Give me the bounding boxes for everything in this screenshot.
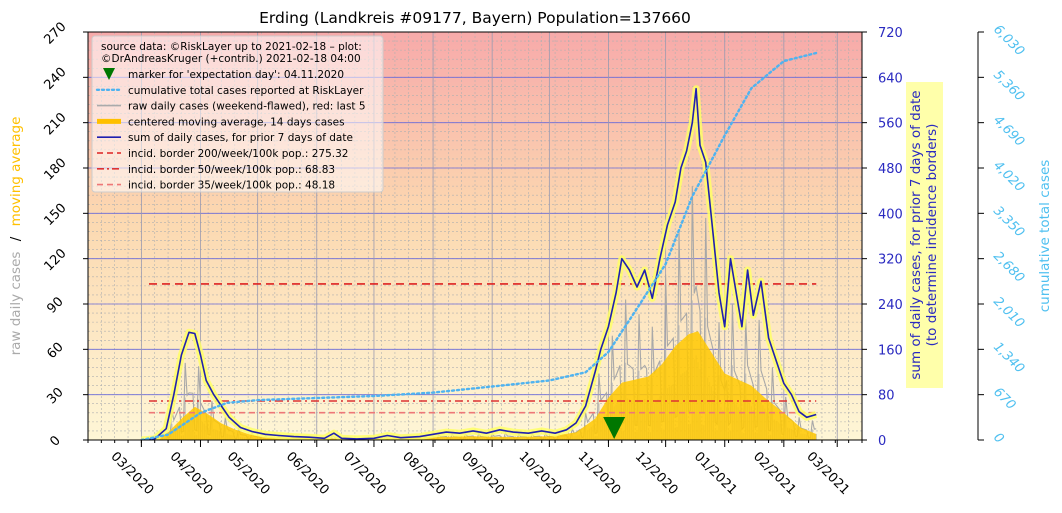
right-tick-label: 640 xyxy=(878,71,903,86)
x-tick-label: 07/2020 xyxy=(340,449,389,498)
left-tick-label: 0 xyxy=(47,433,63,449)
legend-entry-label: centered moving average, 14 days cases xyxy=(128,116,345,128)
left-tick-label: 150 xyxy=(41,201,69,229)
x-tick-label: 03/2020 xyxy=(108,449,157,498)
series-lines xyxy=(140,51,818,440)
legend-entry-label: sum of daily cases, for prior 7 days of … xyxy=(128,132,353,144)
incidence-borders xyxy=(149,283,817,414)
right-tick-label: 720 xyxy=(878,26,903,41)
x-tick-label: 12/2020 xyxy=(632,449,681,498)
far-tick-label: 5,360 xyxy=(990,68,1027,105)
far-tick-label: 6,030 xyxy=(990,22,1027,59)
legend-entry-label: marker for 'expectation day': 04.11.2020 xyxy=(128,69,344,81)
legend-source-line1: source data: ©RiskLayer up to 2021-02-18… xyxy=(101,41,362,53)
cumulative-line xyxy=(140,51,818,440)
legend-source-line2: ©DrAndreasKruger (+contrib.) 2021-02-18 … xyxy=(101,53,361,65)
legend: source data: ©RiskLayer up to 2021-02-18… xyxy=(91,35,384,193)
expectation-triangle xyxy=(603,417,626,439)
left-tick-label: 270 xyxy=(41,19,69,47)
far-tick-label: 2,680 xyxy=(990,249,1027,286)
legend-entry-label: incid. border 35/week/100k pop.: 48.18 xyxy=(128,180,335,192)
right-tick-label: 400 xyxy=(878,207,903,222)
chart-title: Erding (Landkreis #09177, Bayern) Popula… xyxy=(259,9,691,27)
legend-box xyxy=(91,35,384,193)
x-tick-label: 01/2021 xyxy=(691,449,740,498)
left-tick-label: 240 xyxy=(41,65,69,93)
x-tick-label: 04/2020 xyxy=(167,449,216,498)
far-tick-label: 4,690 xyxy=(990,113,1027,150)
right-tick-label: 160 xyxy=(878,343,903,358)
legend-entry-label: incid. border 200/week/100k pop.: 275.32 xyxy=(128,148,348,160)
moving-average-area xyxy=(141,331,817,440)
right-axis-label-line1: sum of daily cases, for prior 7 days of … xyxy=(908,90,924,379)
x-tick-label: 11/2020 xyxy=(575,449,624,498)
left-axis-label-sep: / xyxy=(8,236,24,241)
left-axis-label-ma: moving average xyxy=(8,117,24,227)
left-tick-label: 30 xyxy=(44,385,66,407)
far-tick-label: 0 xyxy=(990,430,1006,446)
x-tick-label: 06/2020 xyxy=(283,449,332,498)
legend-entries: marker for 'expectation day': 04.11.2020… xyxy=(95,68,366,192)
left-tick-label: 120 xyxy=(41,246,69,274)
right-tick-label: 0 xyxy=(878,434,886,449)
x-tick-label: 05/2020 xyxy=(224,449,273,498)
x-tick-label: 10/2020 xyxy=(516,449,565,498)
far-tick-label: 4,020 xyxy=(990,158,1027,195)
far-tick-label: 3,350 xyxy=(990,204,1027,241)
legend-entry-label: incid. border 50/week/100k pop.: 68.83 xyxy=(128,164,335,176)
far-right-axis-ticks: 0 670 1,340 2,010 2,680 3,350 4,020 4,690 5,360 6… xyxy=(978,22,1027,447)
right-tick-label: 480 xyxy=(878,162,903,177)
right-tick-label: 80 xyxy=(878,389,895,404)
left-tick-label: 180 xyxy=(41,155,69,183)
x-tick-label: 08/2020 xyxy=(399,449,448,498)
left-axis-ticks: 0 30 60 90 120 150 180 210 240 270 xyxy=(41,19,88,450)
sum-line xyxy=(141,87,817,440)
x-tick-label: 03/2021 xyxy=(803,449,852,498)
left-axis-label-raw: raw daily cases xyxy=(8,252,24,356)
x-axis-ticks: 03/2020 04/2020 05/2020 06/2020 07/2020 08/20… xyxy=(87,440,863,498)
far-tick-label: 670 xyxy=(990,385,1018,413)
left-tick-label: 210 xyxy=(41,110,69,138)
right-axis-label-line2: (to determine incidence borders) xyxy=(924,124,940,347)
expectation-day-marker xyxy=(603,417,626,439)
right-tick-label: 240 xyxy=(878,298,903,313)
moving-average-fill xyxy=(141,331,817,440)
right-axis-label-box xyxy=(906,82,943,388)
left-tick-label: 90 xyxy=(44,294,66,316)
legend-entry-label: cumulative total cases reported at RiskL… xyxy=(128,85,364,97)
left-axis-label: raw daily cases / moving average xyxy=(8,117,24,356)
legend-entry-label: raw daily cases (weekend-flawed), red: l… xyxy=(128,101,366,113)
right-axis-ticks: 0 80 160 240 320 400 480 560 640 720 xyxy=(862,26,903,449)
right-tick-label: 560 xyxy=(878,117,903,132)
legend-marker-swatch xyxy=(103,68,115,80)
x-tick-label: 09/2020 xyxy=(458,449,507,498)
far-tick-label: 2,010 xyxy=(990,294,1027,331)
far-tick-label: 1,340 xyxy=(990,340,1027,377)
far-right-axis-label: cumulative total cases xyxy=(1037,160,1053,313)
left-tick-label: 60 xyxy=(44,340,66,362)
right-tick-label: 320 xyxy=(878,253,903,268)
x-tick-label: 02/2021 xyxy=(750,449,799,498)
